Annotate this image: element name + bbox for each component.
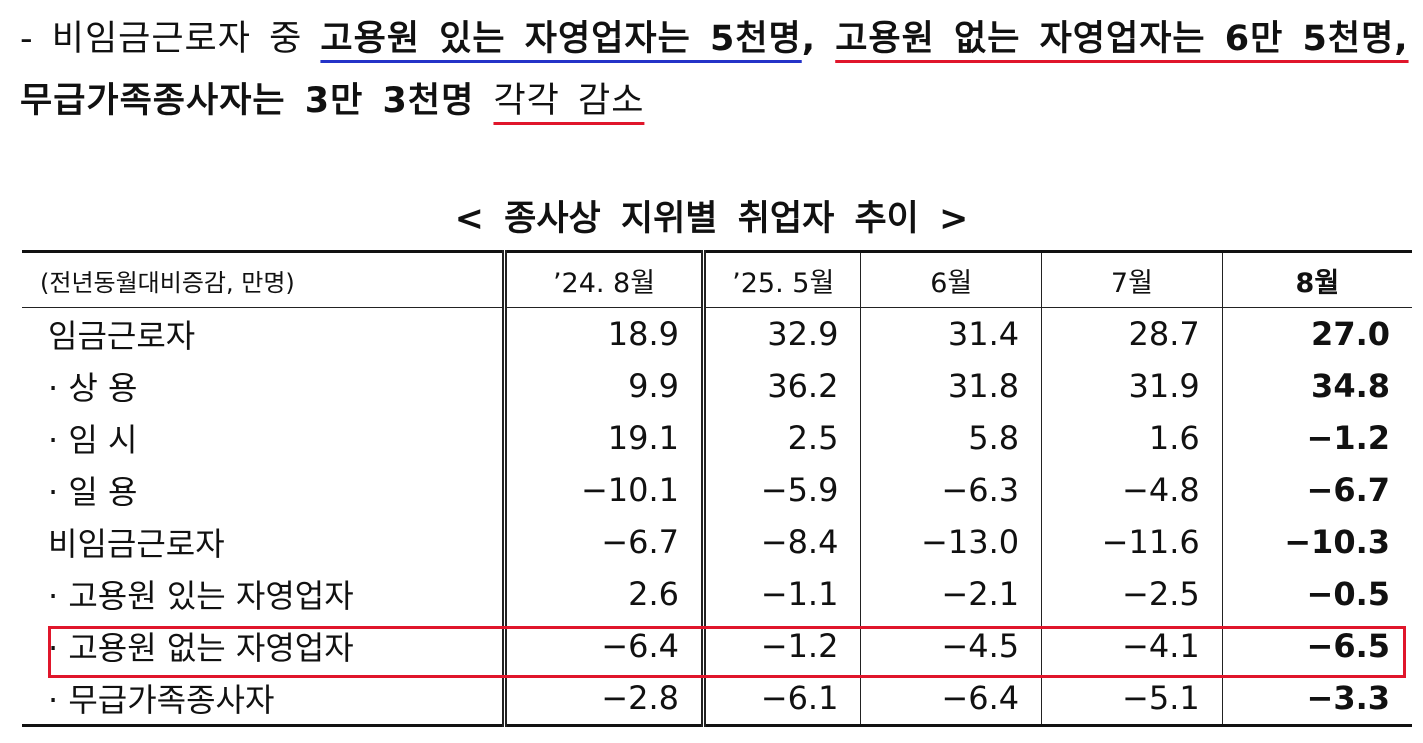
cell: 5.8 [860,412,1042,464]
row-label: · 고용원 있는 자영업자 [48,577,354,615]
cell: −10.1 [502,464,704,516]
cell: 1.6 [1041,412,1223,464]
cell: −2.1 [860,568,1042,620]
table-row: · 일 용 −10.1 −5.9 −6.3 −4.8 −6.7 [22,464,1412,516]
cell: −1.1 [700,568,861,620]
cell: ’24. 8월 [502,251,704,308]
text: - 비임금근로자 중 [20,19,321,59]
cell: −5.9 [700,464,861,516]
row-label: 임금근로자 [48,317,196,355]
cell: −6.1 [700,672,861,726]
text: 고용원 없는 자영업자는 6만 5천명, [835,19,1409,59]
cell: 34.8 [1221,360,1412,412]
cell: −13.0 [860,516,1042,568]
row-label: · 상 용 [48,369,138,407]
table-row: · 고용원 있는 자영업자 2.6 −1.1 −2.1 −2.5 −0.5 [22,568,1412,620]
text: 고용원 있는 자영업자는 5천명 [320,19,802,59]
cell: 31.8 [860,360,1042,412]
table-row: · 무급가족종사자 −2.8 −6.1 −6.4 −5.1 −3.3 [22,672,1412,726]
cell: 36.2 [700,360,861,412]
cell: −3.3 [1221,672,1412,726]
row-label: (전년동월대비증감, 만명) [22,251,505,308]
cell: 28.7 [1041,307,1223,360]
row-label: 비임금근로자 [48,525,225,563]
row-label: · 임 시 [48,421,138,459]
cell: 27.0 [1221,307,1412,360]
cell: −2.5 [1041,568,1223,620]
cell: 31.4 [860,307,1042,360]
table-row: 비임금근로자 −6.7 −8.4 −13.0 −11.6 −10.3 [22,516,1412,568]
cell: 31.9 [1041,360,1223,412]
cell: −10.3 [1221,516,1412,568]
text: , [801,19,836,59]
cell: 18.9 [502,307,704,360]
highlight-box [48,626,1406,678]
cell: −6.4 [860,672,1042,726]
row-label: · 고용원 없는 자영업자 [48,629,354,667]
row-label: · 일 용 [48,473,138,511]
table-row: · 임 시 19.1 2.5 5.8 1.6 −1.2 [22,412,1412,464]
paragraph: - 비임금근로자 중 고용원 있는 자영업자는 5천명, 고용원 없는 자영업자… [20,8,1415,132]
table-row: · 상 용 9.9 36.2 31.8 31.9 34.8 [22,360,1412,412]
text: 각각 감소 [493,81,645,121]
cell: ’25. 5월 [700,251,861,308]
cell: 32.9 [700,307,861,360]
cell: 8월 [1221,251,1412,308]
table-title: < 종사상 지위별 취업자 추이 > [454,199,969,239]
cell: −11.6 [1041,516,1223,568]
text: 무급가족종사자는 3만 3천명 [20,81,494,121]
cell: −0.5 [1221,568,1412,620]
cell: 6월 [860,251,1042,308]
cell: 7월 [1041,251,1223,308]
cell: −6.7 [502,516,704,568]
cell: 2.6 [502,568,704,620]
table-row: 임금근로자 18.9 32.9 31.4 28.7 27.0 [22,307,1412,360]
table-row: (전년동월대비증감, 만명) ’24. 8월 ’25. 5월 6월 7월 8월 [22,251,1412,308]
cell: −4.8 [1041,464,1223,516]
cell: 19.1 [502,412,704,464]
cell: −2.8 [502,672,704,726]
row-label: · 무급가족종사자 [48,681,275,719]
cell: 2.5 [700,412,861,464]
cell: −5.1 [1041,672,1223,726]
cell: −8.4 [700,516,861,568]
cell: 9.9 [502,360,704,412]
cell: −6.3 [860,464,1042,516]
cell: −1.2 [1221,412,1412,464]
cell: −6.7 [1221,464,1412,516]
